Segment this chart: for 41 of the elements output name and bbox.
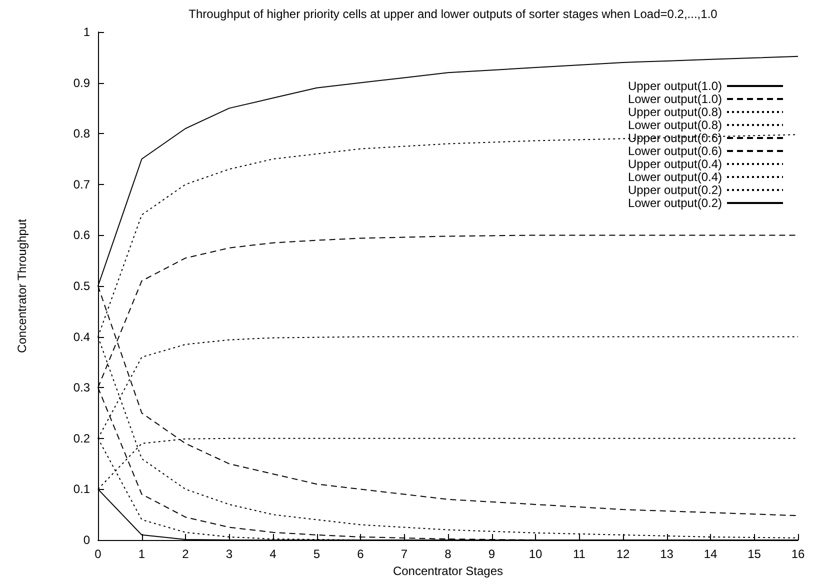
legend-label: Lower output(0.4) — [628, 170, 722, 184]
x-tick-label: 1 — [138, 547, 146, 561]
legend-label: Lower output(1.0) — [628, 92, 722, 106]
y-tick-label: 0.8 — [73, 126, 90, 141]
x-tick-label: 5 — [313, 547, 320, 561]
x-tick-label: 9 — [488, 547, 496, 561]
y-tick-label: 0.3 — [73, 380, 90, 395]
y-axis-title: Concentrator Throughput — [15, 218, 29, 353]
x-tick-label: 0 — [94, 547, 102, 561]
legend-label: Upper output(0.4) — [628, 157, 722, 171]
y-tick-label: 0.1 — [73, 482, 90, 496]
x-tick-label: 16 — [791, 547, 805, 561]
legend-label: Upper output(1.0) — [628, 79, 722, 93]
chart-title: Throughput of higher priority cells at upper and lower outputs of sorter stages when Load=0.2,...,1.0 — [188, 7, 718, 21]
x-tick-label: 7 — [400, 547, 408, 561]
x-tick-label: 4 — [270, 547, 277, 561]
x-tick-label: 3 — [226, 547, 233, 561]
legend-label: Upper output(0.2) — [628, 183, 722, 197]
legend-label: Lower output(0.8) — [628, 118, 722, 132]
y-tick-label: 0.2 — [73, 431, 90, 446]
x-tick-label: 10 — [528, 547, 542, 561]
legend-label: Upper output(0.6) — [628, 131, 722, 145]
x-tick-label: 14 — [704, 547, 718, 561]
y-tick-label: 0.9 — [73, 76, 90, 90]
y-tick-label: 0.4 — [73, 330, 90, 344]
x-axis-title: Concentrator Stages — [392, 564, 504, 578]
x-tick-label: 2 — [182, 547, 190, 561]
y-tick-label: 1 — [83, 25, 90, 39]
x-tick-label: 15 — [748, 547, 762, 561]
x-tick-label: 13 — [660, 547, 674, 561]
legend-label: Lower output(0.6) — [628, 144, 722, 158]
y-tick-label: 0 — [83, 533, 90, 547]
y-tick-label: 0.6 — [73, 228, 90, 242]
x-tick-label: 12 — [616, 547, 630, 561]
y-tick-label: 0.5 — [73, 279, 90, 293]
legend-label: Lower output(0.2) — [628, 196, 722, 210]
legend-label: Upper output(0.8) — [628, 105, 722, 119]
x-tick-label: 11 — [573, 547, 586, 561]
x-tick-label: 8 — [444, 547, 452, 561]
x-tick-label: 6 — [357, 547, 364, 561]
y-tick-label: 0.7 — [73, 177, 90, 192]
